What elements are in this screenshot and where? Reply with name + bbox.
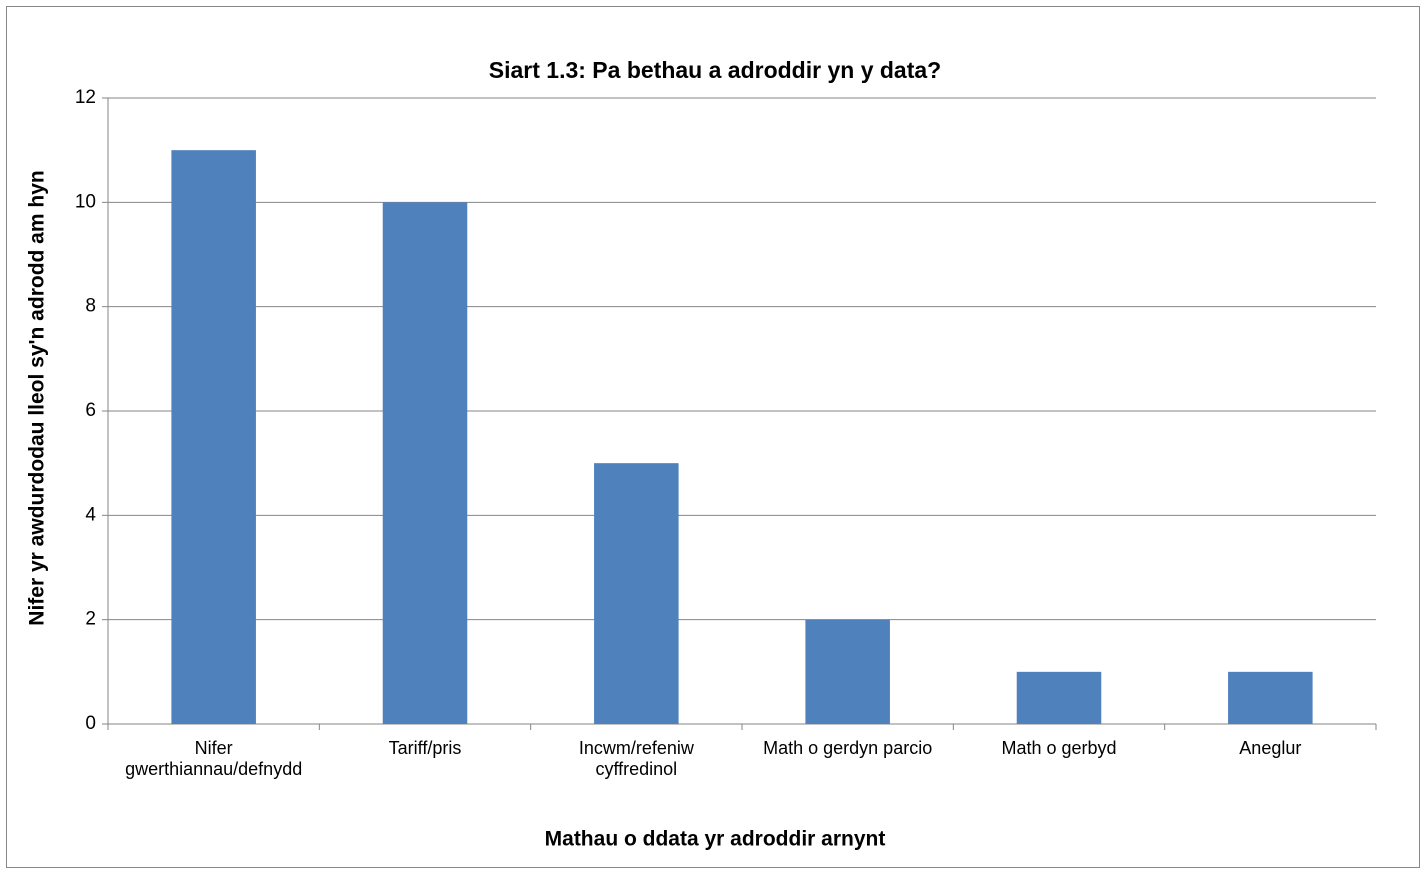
bar [382,202,468,725]
bar [805,619,890,724]
bar [1228,671,1313,724]
x-tick-label: Incwm/refeniw cyffredinol [578,738,694,779]
x-axis-title: Mathau o ddata yr adroddir arnynt [545,828,886,851]
x-tick-label: Math o gerbyd [1001,738,1117,758]
y-tick-label: 2 [85,609,96,630]
y-tick-label: 0 [85,713,96,734]
x-tick-label: Nifer gwerthiannau/defnydd [125,738,303,779]
x-tick-label: Math o gerdyn parcio [763,738,933,758]
y-axis-title: Nifer yr awdurdodau lleol sy'n adrodd am… [26,170,49,625]
bar [594,463,679,724]
y-tick-label: 4 [85,504,96,525]
bar [171,150,256,724]
x-tick-label: Aneglur [1239,738,1302,758]
y-tick-label: 12 [75,87,96,108]
bar [1016,671,1102,724]
y-tick-label: 6 [85,400,96,421]
x-tick-label: Tariff/pris [388,738,462,758]
chart-title: Siart 1.3: Pa bethau a adroddir yn y dat… [489,57,941,83]
y-tick-label: 10 [75,191,96,212]
y-tick-label: 8 [85,296,96,317]
